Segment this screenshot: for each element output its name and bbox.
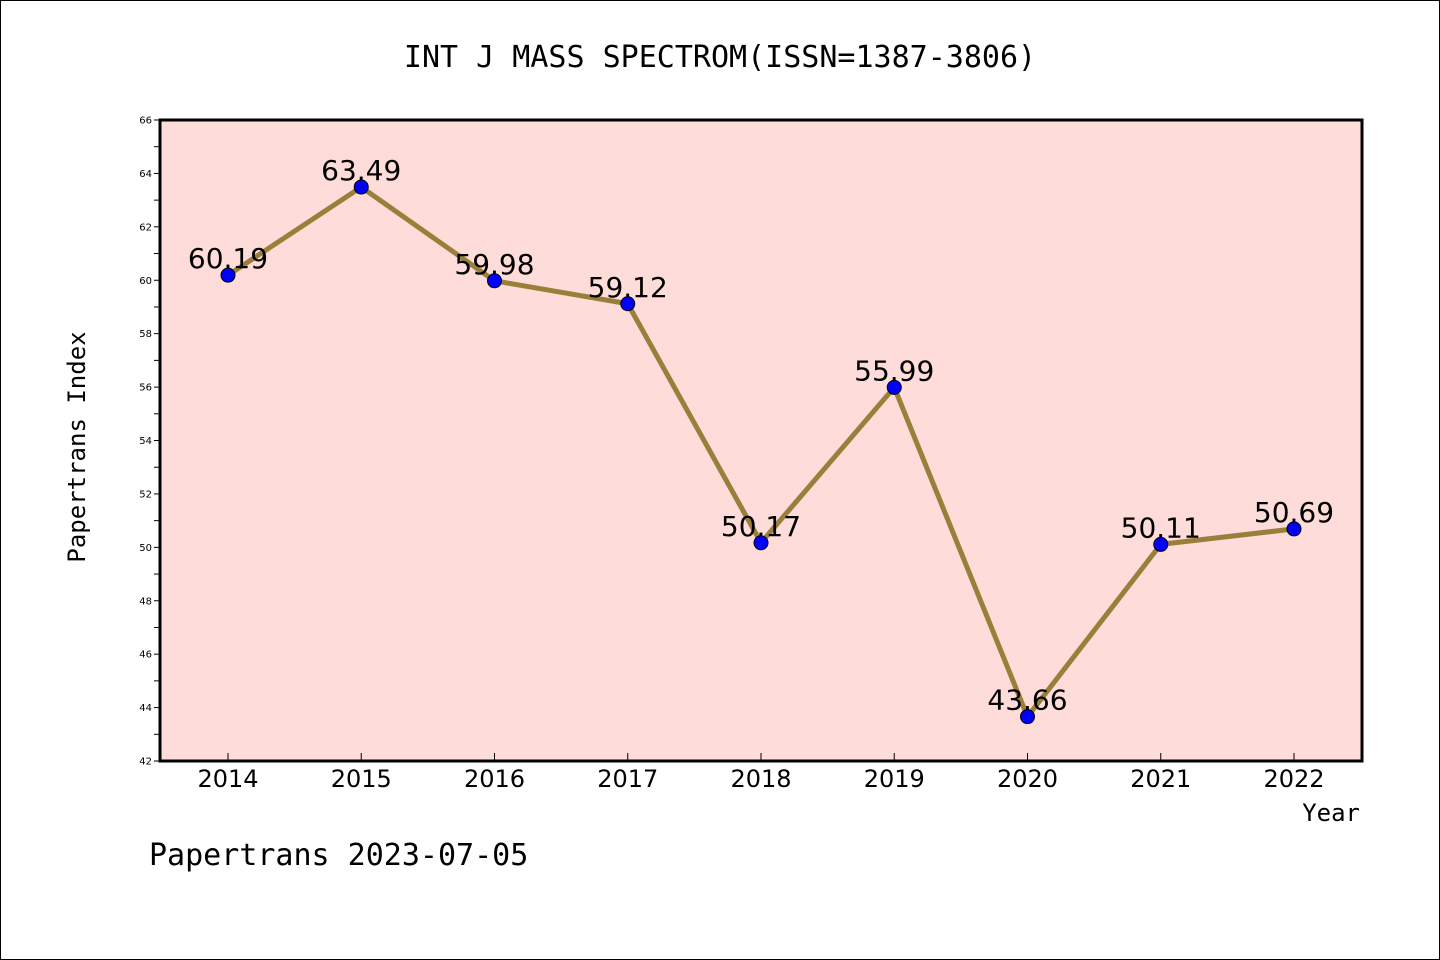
y-tick-label: 44 [139,703,152,714]
x-tick-label: 2020 [997,765,1058,793]
data-point [1286,521,1302,537]
x-tick-label: 2014 [197,765,258,793]
y-tick-label: 66 [139,116,152,127]
y-tick-label: 56 [139,383,152,394]
x-tick-label: 2019 [864,765,925,793]
data-point [220,267,236,283]
y-tick-label: 62 [139,222,152,233]
chart-title: INT J MASS SPECTROM(ISSN=1387-3806) [404,40,1036,75]
x-tick-label: 2016 [464,765,525,793]
data-point [886,379,902,395]
x-axis-label: Year [1302,799,1360,827]
y-tick-label: 46 [139,650,152,661]
y-tick-label: 54 [139,436,152,447]
x-tick-label: 2015 [331,765,392,793]
data-point [620,296,636,312]
x-tick-label: 2018 [730,765,791,793]
y-tick-label: 48 [139,596,152,607]
y-axis-label: Papertrans Index [63,331,91,562]
y-tick-label: 42 [139,757,152,768]
plot-area [160,120,1362,761]
x-tick-label: 2017 [597,765,658,793]
data-point [487,273,502,289]
y-tick-label: 60 [139,276,152,287]
x-tick-label: 2022 [1263,765,1324,793]
footer-text: Papertrans 2023-07-05 [149,838,528,873]
data-point [753,535,769,551]
plot-border [158,118,1364,763]
x-tick-label: 2021 [1130,765,1191,793]
data-point [1153,536,1169,552]
y-tick-label: 64 [139,169,152,180]
y-tick-label: 52 [139,489,152,500]
data-point [353,179,369,195]
y-tick-label: 58 [139,329,152,340]
data-point [1020,709,1035,725]
y-tick-label: 50 [139,543,152,554]
